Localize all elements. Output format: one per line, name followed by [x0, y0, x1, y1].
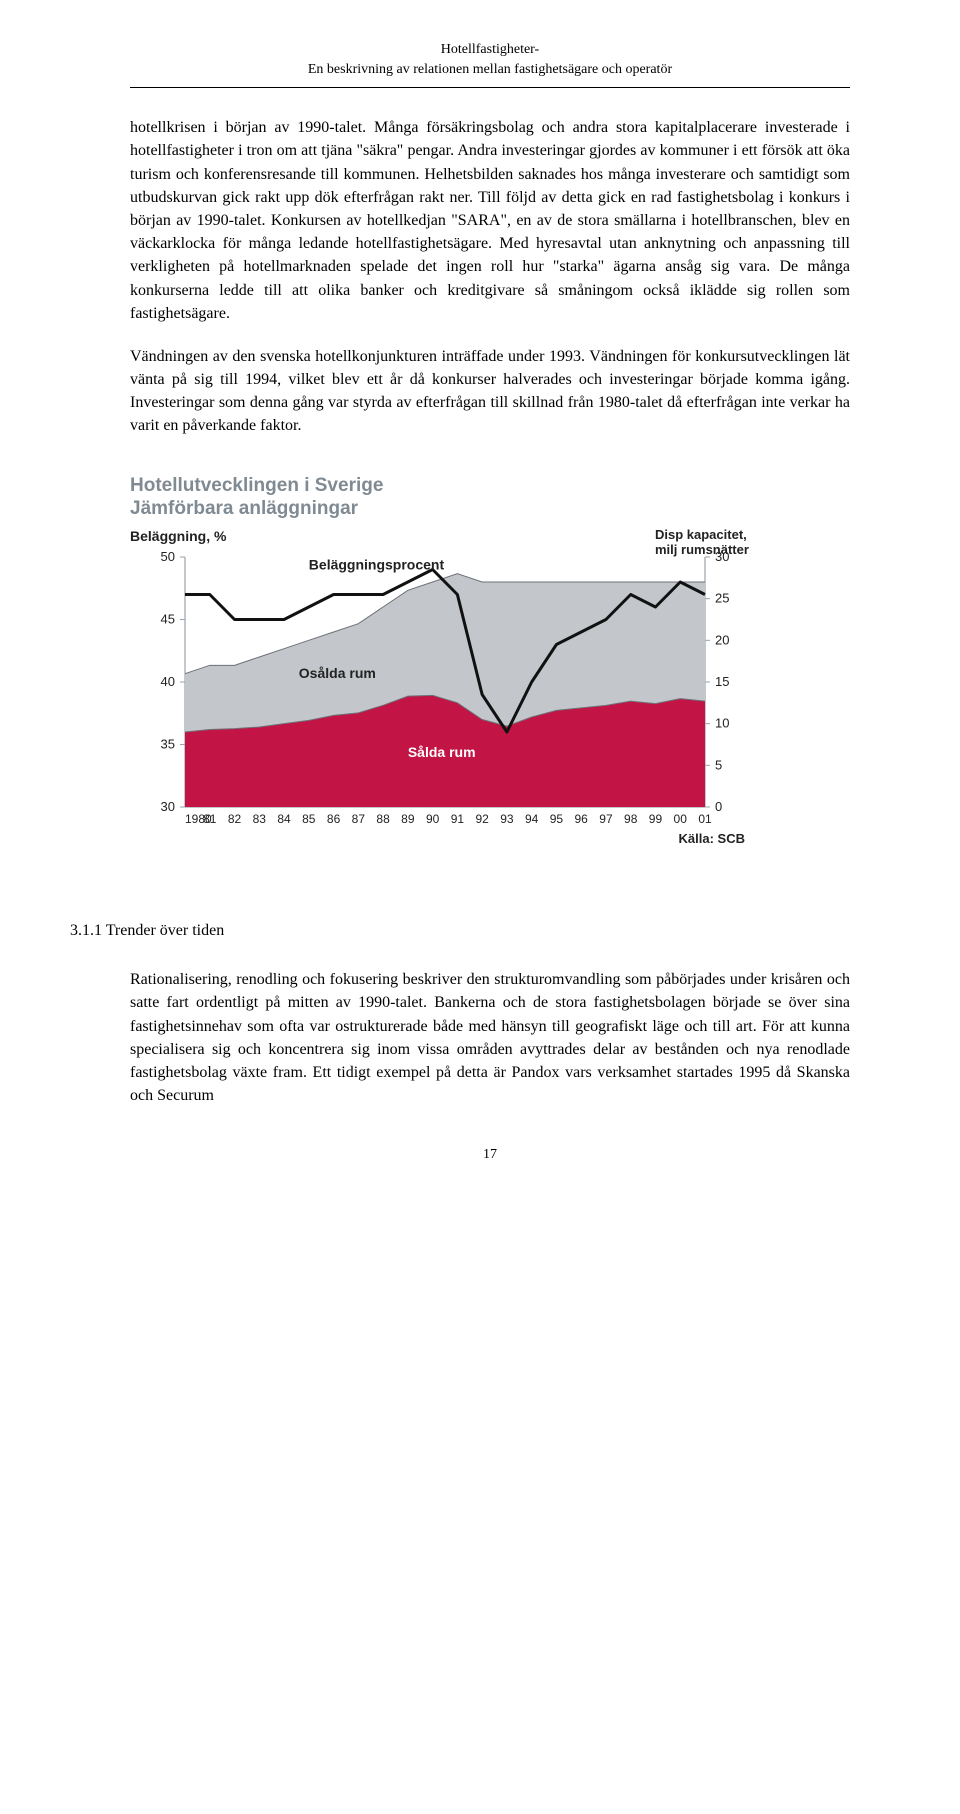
chart-container: Hotellutvecklingen i Sverige Jämförbara … — [130, 474, 850, 863]
section-number: 3.1.1 — [70, 922, 102, 940]
hotel-chart-svg: Beläggning, % Disp kapacitet,milj rumsnät… — [130, 527, 770, 857]
svg-text:Beläggning, %: Beläggning, % — [130, 528, 227, 544]
section-heading: 3.1.1 Trender över tiden — [130, 922, 850, 940]
chart-title-line1: Hotellutvecklingen i Sverige — [130, 474, 850, 498]
svg-text:Källa: SCB: Källa: SCB — [679, 831, 745, 846]
svg-text:30: 30 — [715, 549, 729, 564]
svg-text:40: 40 — [161, 674, 175, 689]
svg-text:83: 83 — [253, 812, 267, 826]
chart-title-line2: Jämförbara anläggningar — [130, 497, 850, 521]
svg-text:89: 89 — [401, 812, 415, 826]
paragraph-2: Vändningen av den svenska hotellkonjunkt… — [130, 345, 850, 438]
svg-text:97: 97 — [599, 812, 613, 826]
svg-text:87: 87 — [352, 812, 366, 826]
page-number: 17 — [130, 1147, 850, 1163]
svg-text:00: 00 — [674, 812, 688, 826]
svg-text:81: 81 — [203, 812, 217, 826]
svg-text:90: 90 — [426, 812, 440, 826]
svg-text:Osålda rum: Osålda rum — [299, 665, 376, 681]
svg-text:20: 20 — [715, 632, 729, 647]
svg-text:86: 86 — [327, 812, 341, 826]
svg-text:Disp kapacitet,: Disp kapacitet, — [655, 527, 747, 542]
svg-text:92: 92 — [475, 812, 489, 826]
svg-text:96: 96 — [575, 812, 589, 826]
svg-text:30: 30 — [161, 799, 175, 814]
svg-text:98: 98 — [624, 812, 638, 826]
svg-text:10: 10 — [715, 716, 729, 731]
svg-text:95: 95 — [550, 812, 564, 826]
svg-text:15: 15 — [715, 674, 729, 689]
svg-text:5: 5 — [715, 757, 722, 772]
paragraph-3: Rationalisering, renodling och fokuserin… — [130, 968, 850, 1107]
header-line2: En beskrivning av relationen mellan fast… — [130, 60, 850, 80]
svg-text:82: 82 — [228, 812, 242, 826]
paragraph-1: hotellkrisen i början av 1990-talet. Mån… — [130, 116, 850, 325]
svg-text:0: 0 — [715, 799, 722, 814]
svg-text:85: 85 — [302, 812, 316, 826]
svg-text:99: 99 — [649, 812, 663, 826]
svg-text:01: 01 — [698, 812, 712, 826]
svg-text:88: 88 — [376, 812, 390, 826]
svg-text:84: 84 — [277, 812, 291, 826]
section-title: Trender över tiden — [106, 922, 225, 939]
svg-text:35: 35 — [161, 737, 175, 752]
header-rule — [130, 87, 850, 88]
svg-text:45: 45 — [161, 612, 175, 627]
svg-text:milj rumsnätter: milj rumsnätter — [655, 542, 749, 557]
svg-text:93: 93 — [500, 812, 514, 826]
svg-text:Beläggningsprocent: Beläggningsprocent — [309, 557, 445, 573]
svg-text:91: 91 — [451, 812, 465, 826]
svg-text:94: 94 — [525, 812, 539, 826]
svg-text:Sålda rum: Sålda rum — [408, 744, 476, 760]
header-line1: Hotellfastigheter- — [130, 40, 850, 60]
svg-text:25: 25 — [715, 591, 729, 606]
svg-text:50: 50 — [161, 549, 175, 564]
